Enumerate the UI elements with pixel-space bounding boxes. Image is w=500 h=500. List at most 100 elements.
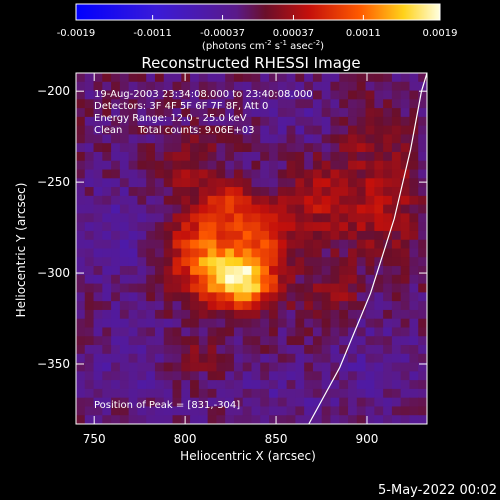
heatmap-cell xyxy=(356,380,367,390)
heatmap-cell xyxy=(76,195,86,206)
heatmap-cell xyxy=(286,248,296,258)
heatmap-cell xyxy=(383,178,393,188)
heatmap-cell xyxy=(190,380,200,390)
heatmap-cell xyxy=(374,116,384,127)
heatmap-cell xyxy=(312,353,323,364)
heatmap-cell xyxy=(321,292,332,302)
heatmap-cell xyxy=(84,406,95,416)
heatmap-cell xyxy=(84,388,95,399)
heatmap-cell xyxy=(111,160,121,171)
heatmap-cell xyxy=(242,160,253,171)
heatmap-cell xyxy=(409,362,419,372)
heatmap-cell xyxy=(225,353,235,364)
heatmap-cell xyxy=(269,371,279,381)
heatmap-cell xyxy=(119,134,130,144)
heatmap-cell xyxy=(93,336,103,346)
heatmap-cell xyxy=(111,353,121,364)
heatmap-cell xyxy=(84,309,95,320)
heatmap-cell xyxy=(383,222,393,232)
heatmap-cell xyxy=(348,90,358,100)
heatmap-cell xyxy=(260,222,270,232)
heatmap-cell xyxy=(154,388,165,399)
heatmap-cell xyxy=(163,318,174,329)
heatmap-cell xyxy=(119,239,130,250)
heatmap-cell xyxy=(295,187,305,197)
heatmap-cell xyxy=(190,239,200,250)
heatmap-cell xyxy=(304,116,314,127)
heatmap-cell xyxy=(172,195,182,206)
heatmap-cell xyxy=(119,362,130,372)
heatmap-cell xyxy=(137,266,147,276)
heatmap-cell xyxy=(84,169,95,179)
heatmap-cell xyxy=(418,380,427,390)
heatmap-cell xyxy=(304,292,314,302)
heatmap-cell xyxy=(295,143,305,153)
heatmap-cell xyxy=(76,169,86,179)
heatmap-cell xyxy=(356,81,367,92)
heatmap-cell xyxy=(207,388,218,399)
heatmap-cell xyxy=(76,204,86,215)
heatmap-cell xyxy=(330,143,340,153)
heatmap-cell xyxy=(312,388,323,399)
heatmap-cell xyxy=(269,187,279,197)
heatmap-cell xyxy=(269,81,279,92)
heatmap-cell xyxy=(154,151,165,162)
heatmap-cell xyxy=(374,178,384,188)
heatmap-cell xyxy=(181,362,191,372)
heatmap-cell xyxy=(102,143,112,153)
heatmap-cell xyxy=(260,204,270,215)
heatmap-cell xyxy=(163,397,174,408)
heatmap-cell xyxy=(216,99,226,109)
heatmap-cell xyxy=(418,90,427,100)
heatmap-cell xyxy=(76,301,86,311)
heatmap-cell xyxy=(84,371,95,381)
heatmap-cell xyxy=(251,90,261,100)
heatmap-cell xyxy=(93,362,103,372)
heatmap-cell xyxy=(225,90,235,100)
heatmap-cell xyxy=(198,151,209,162)
heatmap-cell xyxy=(84,178,95,188)
heatmap-cell xyxy=(225,415,235,424)
heatmap-cell xyxy=(146,336,156,346)
heatmap-cell xyxy=(154,90,165,100)
heatmap-cell xyxy=(304,160,314,171)
heatmap-cell xyxy=(356,353,367,364)
heatmap-cell xyxy=(339,134,349,144)
heatmap-cell xyxy=(128,380,139,390)
heatmap-cell xyxy=(216,388,226,399)
heatmap-cell xyxy=(93,415,103,424)
heatmap-cell xyxy=(304,222,314,232)
heatmap-cell xyxy=(277,178,288,188)
heatmap-cell xyxy=(304,397,314,408)
heatmap-cell xyxy=(295,371,305,381)
heatmap-cell xyxy=(418,301,427,311)
heatmap-cell xyxy=(304,108,314,118)
heatmap-cell xyxy=(190,309,200,320)
heatmap-cell xyxy=(409,178,419,188)
heatmap-cell xyxy=(277,380,288,390)
heatmap-cell xyxy=(391,397,402,408)
heatmap-cell xyxy=(84,345,95,355)
heatmap-cell xyxy=(207,274,218,285)
heatmap-cell xyxy=(286,371,296,381)
heatmap-cell xyxy=(391,151,402,162)
heatmap-cell xyxy=(409,257,419,267)
heatmap-cell xyxy=(365,406,375,416)
heatmap-cell xyxy=(198,353,209,364)
heatmap-cell xyxy=(356,187,367,197)
heatmap-cell xyxy=(321,81,332,92)
heatmap-cell xyxy=(330,90,340,100)
heatmap-cell xyxy=(330,327,340,337)
heatmap-cell xyxy=(260,108,270,118)
heatmap-cell xyxy=(119,187,130,197)
heatmap-cell xyxy=(312,116,323,127)
x-tick-label: 800 xyxy=(174,432,197,446)
heatmap-cell xyxy=(172,116,182,127)
heatmap-cell xyxy=(172,292,182,302)
heatmap-cell xyxy=(154,415,165,424)
heatmap-cell xyxy=(374,248,384,258)
heatmap-cell xyxy=(242,239,253,250)
heatmap-cell xyxy=(119,204,130,215)
heatmap-cell xyxy=(295,134,305,144)
heatmap-cell xyxy=(207,309,218,320)
